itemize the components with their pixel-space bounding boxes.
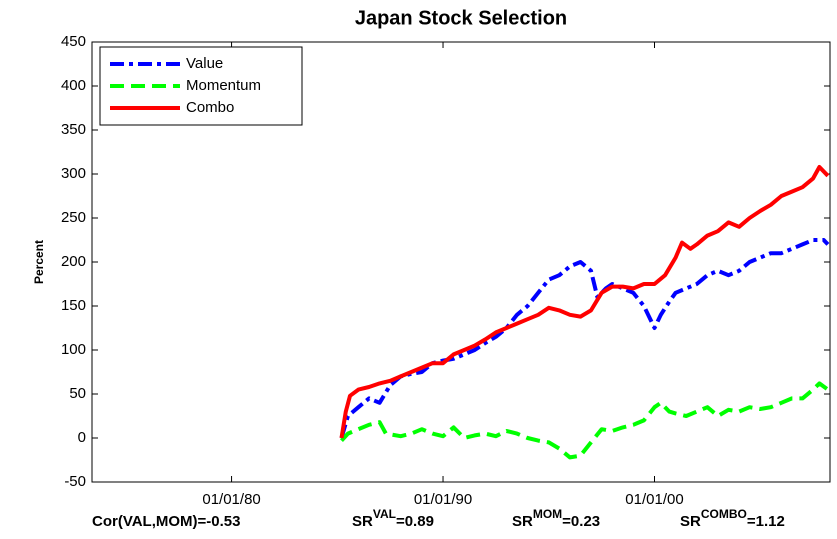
y-tick-label: 300	[61, 165, 86, 182]
series-line	[339, 165, 830, 439]
annotation-base: Cor(VAL,MOM)=-0.53	[92, 513, 240, 530]
y-tick-label: 250	[61, 209, 86, 226]
x-tick-label: 01/01/00	[625, 491, 683, 508]
series-line	[339, 238, 830, 439]
annotation: Cor(VAL,MOM)=-0.53	[92, 513, 240, 530]
legend-label: Combo	[186, 99, 234, 116]
y-tick-label: 50	[69, 385, 86, 402]
series-line	[340, 381, 830, 460]
y-tick-label: 350	[61, 121, 86, 138]
annotation: SRMOM=0.23	[512, 507, 600, 530]
y-tick-label: -50	[64, 473, 86, 490]
annotation-rest: =1.12	[747, 513, 785, 530]
annotation-rest: =0.89	[396, 513, 434, 530]
legend-label: Momentum	[186, 77, 261, 94]
y-tick-label: 100	[61, 341, 86, 358]
y-tick-label: 150	[61, 297, 86, 314]
annotation: SRVAL=0.89	[352, 507, 434, 530]
annotation-rest: =0.23	[562, 513, 600, 530]
annotation-sup: VAL	[373, 507, 396, 521]
legend-label: Value	[186, 55, 223, 72]
y-tick-label: 400	[61, 77, 86, 94]
annotation-base: SR	[512, 513, 533, 530]
annotation: SRCOMBO=1.12	[680, 507, 785, 530]
x-tick-label: 01/01/80	[202, 491, 260, 508]
y-tick-label: 450	[61, 33, 86, 50]
annotation-sup: COMBO	[701, 507, 747, 521]
annotation-base: SR	[680, 513, 701, 530]
y-tick-label: 0	[78, 429, 86, 446]
annotation-sup: MOM	[533, 507, 562, 521]
y-tick-label: 200	[61, 253, 86, 270]
y-axis-label: Percent	[32, 240, 46, 284]
chart-title: Japan Stock Selection	[355, 7, 567, 29]
x-tick-label: 01/01/90	[414, 491, 472, 508]
annotation-base: SR	[352, 513, 373, 530]
